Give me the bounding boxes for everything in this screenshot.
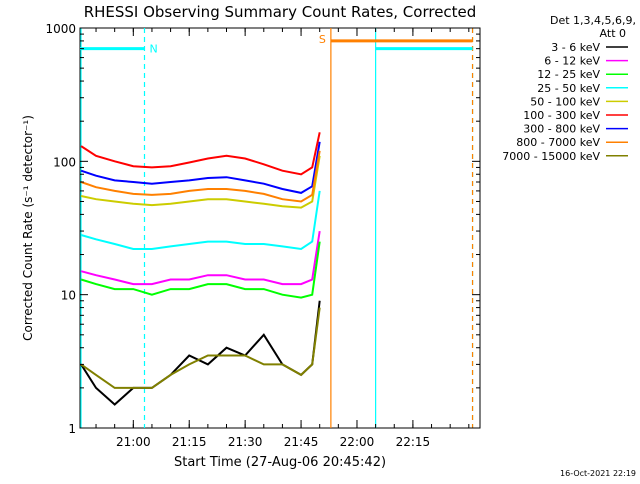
legend-header-line-2: Att 0 <box>600 27 626 40</box>
series-lines <box>80 132 321 406</box>
series-line <box>80 132 321 176</box>
axis-ticks: 1 10 100 1000 21:00 21:15 21:30 21:45 22:00 22:15 <box>45 22 480 449</box>
series-line <box>80 230 321 286</box>
series-line <box>80 150 321 203</box>
flag-label: N <box>149 43 157 56</box>
series-line <box>80 300 321 406</box>
plot-frame <box>79 27 481 429</box>
series-line <box>80 307 321 389</box>
legend-label: 100 - 300 keV <box>523 109 600 122</box>
x-tick-label: 21:45 <box>284 435 319 449</box>
series-line <box>80 141 321 194</box>
legend-label: 7000 - 15000 keV <box>502 150 600 163</box>
legend-label: 300 - 800 keV <box>523 123 600 136</box>
flag-label: S <box>319 33 326 46</box>
legend-label: 3 - 6 keV <box>551 41 600 54</box>
y-tick-label: 1000 <box>45 22 76 36</box>
y-axis-label: Corrected Count Rate (s⁻¹ detector⁻¹) <box>21 115 35 341</box>
legend-label: 6 - 12 keV <box>544 55 600 68</box>
x-axis-label: Start Time (27-Aug-06 20:45:42) <box>174 455 386 470</box>
legend-label: 12 - 25 keV <box>537 68 600 81</box>
series-line <box>80 241 321 299</box>
vertical-markers <box>80 28 474 428</box>
series-line <box>80 155 321 209</box>
y-tick-label: 1 <box>68 422 76 436</box>
chart-title: RHESSI Observing Summary Count Rates, Co… <box>84 3 477 21</box>
legend-label: 50 - 100 keV <box>530 95 600 108</box>
y-tick-label: 100 <box>53 155 76 169</box>
x-tick-label: 22:00 <box>340 435 375 449</box>
legend-header-line-1: Det 1,3,4,5,6,9, <box>550 14 636 27</box>
x-tick-label: 21:30 <box>228 435 263 449</box>
series-line <box>80 190 321 251</box>
x-tick-label: 22:15 <box>396 435 431 449</box>
y-tick-label: 10 <box>61 289 76 303</box>
legend-label: 25 - 50 keV <box>537 82 600 95</box>
x-tick-label: 21:00 <box>116 435 151 449</box>
x-tick-label: 21:15 <box>172 435 207 449</box>
legend-label: 800 - 7000 keV <box>516 136 600 149</box>
footer-date: 16-Oct-2021 22:19 <box>560 469 636 478</box>
flag-bars: NS <box>80 33 473 56</box>
